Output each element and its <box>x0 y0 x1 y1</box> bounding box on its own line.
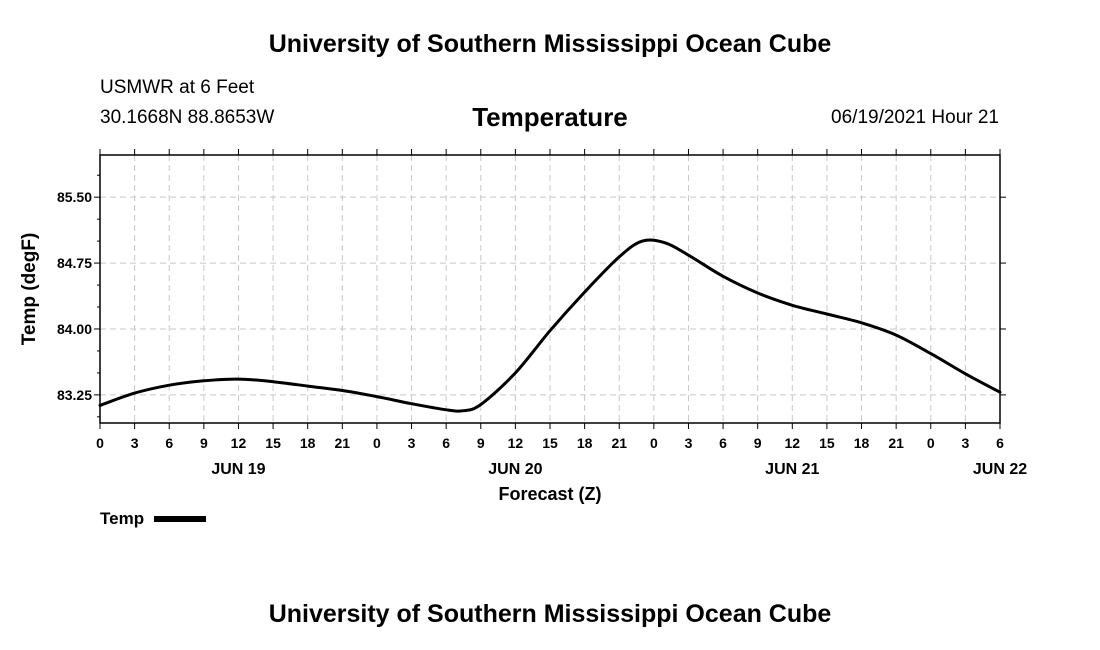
x-date-label: JUN 21 <box>765 461 819 478</box>
x-date-label: JUN 22 <box>973 461 1027 478</box>
x-axis-title: Forecast (Z) <box>498 484 601 504</box>
x-date-label: JUN 19 <box>211 461 265 478</box>
y-tick-label: 84.00 <box>57 321 92 337</box>
x-tick-label: 18 <box>854 435 870 451</box>
x-tick-label: 12 <box>231 435 247 451</box>
y-tick-label: 84.75 <box>57 255 92 271</box>
x-tick-label: 9 <box>200 435 208 451</box>
x-tick-label: 9 <box>754 435 762 451</box>
x-tick-label: 12 <box>785 435 801 451</box>
y-axis-title: Temp (degF) <box>19 233 40 346</box>
x-tick-label: 3 <box>408 435 416 451</box>
x-tick-label: 9 <box>477 435 485 451</box>
legend: Temp <box>100 509 207 529</box>
x-date-label: JUN 20 <box>488 461 542 478</box>
x-tick-label: 21 <box>611 435 627 451</box>
forecast-datetime: 06/19/2021 Hour 21 <box>831 107 999 128</box>
x-tick-label: 12 <box>508 435 524 451</box>
x-tick-label: 15 <box>265 435 281 451</box>
station-coordinates: 30.1668N 88.8653W <box>100 107 275 128</box>
x-tick-label: 21 <box>888 435 904 451</box>
legend-line-swatch <box>154 516 207 522</box>
x-tick-label: 3 <box>131 435 139 451</box>
series-line-temp <box>98 238 1002 413</box>
chart-title: Temperature <box>472 102 628 132</box>
x-tick-label: 21 <box>335 435 351 451</box>
x-tick-label: 0 <box>96 435 104 451</box>
x-tick-label: 0 <box>650 435 658 451</box>
x-tick-label: 0 <box>927 435 935 451</box>
x-tick-label: 18 <box>577 435 593 451</box>
org-title-top: University of Southern Mississippi Ocean… <box>268 30 832 58</box>
x-tick-label: 15 <box>819 435 835 451</box>
x-tick-label: 3 <box>961 435 969 451</box>
x-tick-label: 15 <box>542 435 558 451</box>
legend-label: Temp <box>100 509 145 528</box>
x-tick-label: 6 <box>719 435 727 451</box>
station-label: USMWR at 6 Feet <box>100 77 255 98</box>
x-tick-label: 18 <box>300 435 316 451</box>
x-tick-label: 6 <box>442 435 450 451</box>
x-tick-label: 6 <box>165 435 173 451</box>
x-tick-label: 6 <box>996 435 1004 451</box>
y-tick-label: 83.25 <box>57 387 92 403</box>
x-tick-label: 0 <box>373 435 381 451</box>
org-title-bottom: University of Southern Mississippi Ocean… <box>268 600 832 628</box>
y-tick-label: 85.50 <box>57 189 92 205</box>
x-tick-label: 3 <box>685 435 693 451</box>
